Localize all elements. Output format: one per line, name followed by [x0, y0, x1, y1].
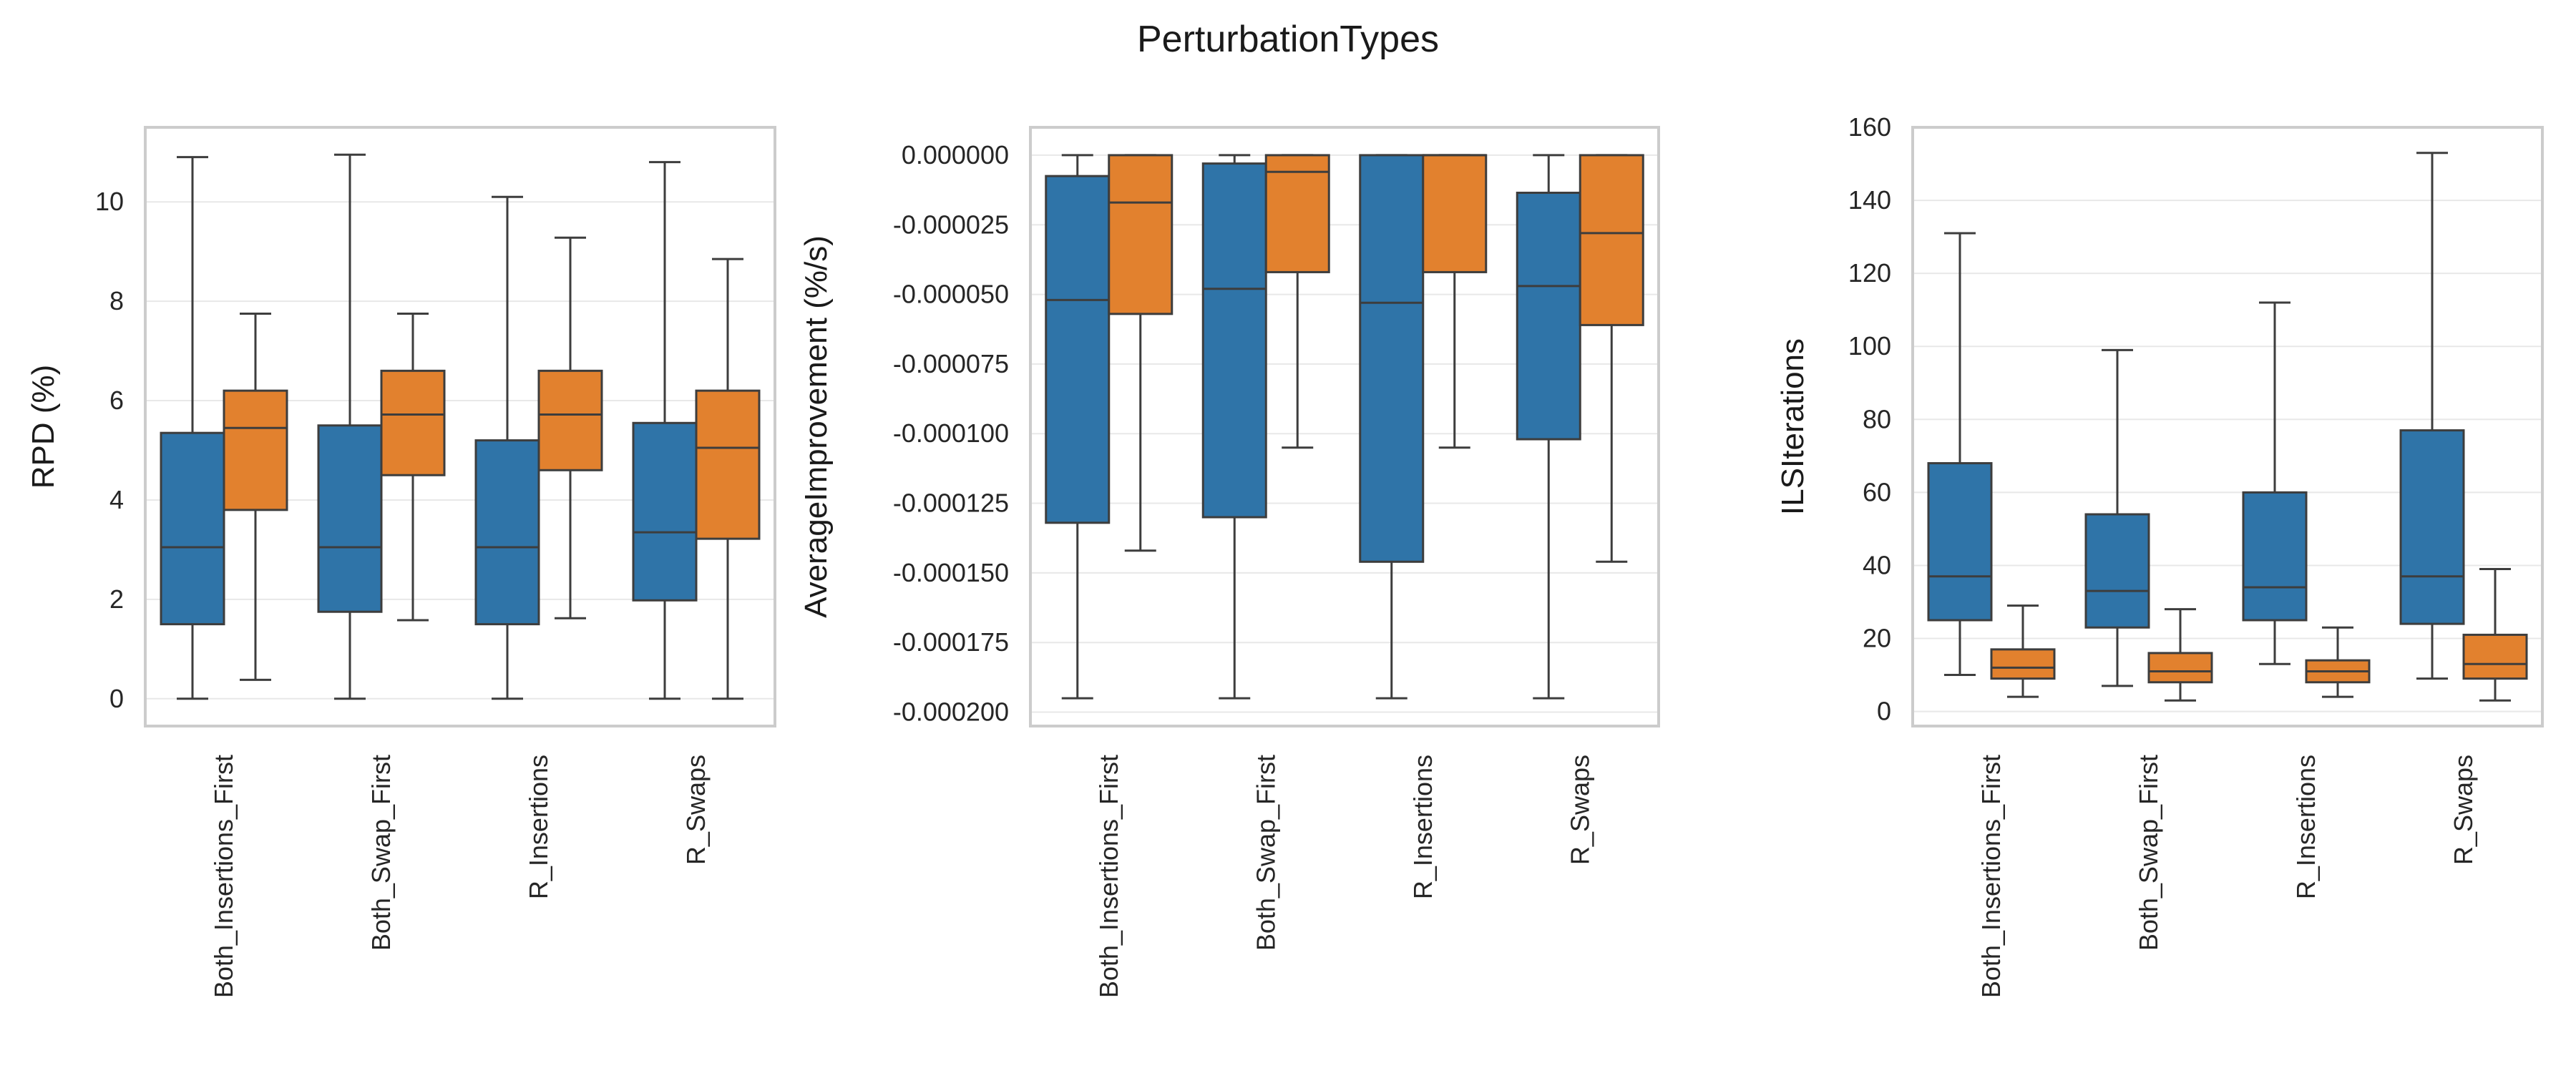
box-orange-0 — [223, 312, 288, 681]
box-blue-1 — [2084, 348, 2150, 687]
box-body — [1422, 154, 1488, 273]
x-tick-label: Both_Swap_First — [1251, 755, 1280, 951]
y-tick-label: 4 — [109, 485, 124, 514]
y-tick-label: 40 — [1863, 550, 1891, 579]
box-blue-1 — [317, 153, 383, 700]
box-body — [1201, 162, 1267, 519]
box-blue-2 — [1359, 154, 1425, 700]
box-blue-1 — [1201, 154, 1267, 700]
plot-frame — [144, 126, 776, 727]
y-tick-label: 140 — [1848, 185, 1891, 215]
x-tick-label: Both_Swap_First — [2134, 755, 2163, 951]
box-blue-3 — [2399, 152, 2465, 680]
box-orange-2 — [1422, 154, 1488, 449]
box-body — [1264, 154, 1330, 273]
box-body — [317, 424, 383, 613]
box-body — [2399, 429, 2465, 625]
y-tick-label: 160 — [1848, 112, 1891, 142]
y-tick-label: -0.000025 — [893, 210, 1009, 239]
box-body — [1045, 175, 1111, 524]
box-body — [2084, 513, 2150, 629]
y-axis-label: ILSIterations — [1775, 338, 1810, 515]
y-axis-label: AverageImprovement (%/s) — [799, 235, 834, 618]
chart-panel-3: 0 20 40 60 80 100 120 140 160 ILSIterations Both_I… — [1775, 112, 2544, 998]
box-blue-0 — [1045, 154, 1111, 700]
box-orange-0 — [1990, 604, 2056, 698]
x-tick-label: Both_Insertions_First — [1976, 755, 2006, 998]
box-body — [537, 369, 603, 471]
plot-frame — [1029, 126, 1660, 727]
x-tick-label: R_Swaps — [1565, 755, 1594, 865]
box-body — [695, 389, 761, 540]
box-orange-1 — [2147, 608, 2213, 702]
box-blue-3 — [1516, 154, 1581, 700]
y-tick-label: -0.000075 — [893, 349, 1009, 378]
box-orange-2 — [537, 236, 603, 619]
box-orange-0 — [1108, 154, 1174, 552]
y-tick-label: -0.000125 — [893, 489, 1009, 518]
y-tick-label: 0 — [1877, 697, 1891, 726]
y-tick-label: 0.000000 — [902, 140, 1009, 170]
box-body — [474, 439, 540, 626]
box-body — [223, 389, 288, 511]
box-blue-2 — [2242, 301, 2308, 665]
box-body — [1108, 154, 1174, 315]
y-tick-label: 8 — [109, 286, 124, 315]
x-tick-label: R_Insertions — [2291, 755, 2321, 899]
box-orange-1 — [380, 312, 446, 622]
box-body — [1927, 462, 1993, 622]
x-tick-label: Both_Swap_First — [366, 755, 396, 951]
y-tick-label: 60 — [1863, 477, 1891, 506]
box-body — [2462, 633, 2528, 680]
y-tick-label: 100 — [1848, 331, 1891, 361]
y-tick-label: 20 — [1863, 624, 1891, 653]
box-blue-3 — [632, 161, 698, 700]
box-body — [380, 369, 446, 476]
x-tick-label: Both_Insertions_First — [1094, 755, 1123, 998]
x-tick-label: Both_Insertions_First — [209, 755, 238, 998]
x-tick-label: R_Insertions — [524, 755, 553, 899]
chart-panel-2: 0.000000 -0.000025 -0.000050 -0.000075 -0.00… — [799, 126, 1660, 998]
box-orange-1 — [1264, 154, 1330, 449]
box-blue-0 — [1927, 232, 1993, 677]
y-tick-label: 10 — [95, 187, 124, 216]
x-tick-label: R_Swaps — [2449, 755, 2478, 865]
y-tick-label: 0 — [109, 684, 124, 713]
y-tick-label: 80 — [1863, 404, 1891, 433]
box-body — [2242, 491, 2308, 622]
box-orange-3 — [695, 258, 761, 700]
x-tick-label: R_Swaps — [681, 755, 711, 865]
box-body — [2147, 652, 2213, 684]
box-body — [1990, 648, 2056, 680]
box-body — [1516, 191, 1581, 441]
box-body — [1579, 154, 1644, 326]
y-tick-label: 6 — [109, 386, 124, 415]
figure-title: PerturbationTypes — [1137, 19, 1439, 60]
box-blue-0 — [160, 156, 225, 700]
y-axis-label: RPD (%) — [26, 365, 61, 489]
y-tick-label: -0.000200 — [893, 697, 1009, 727]
y-tick-label: -0.000050 — [893, 280, 1009, 309]
box-body — [160, 431, 225, 626]
chart-panel-1: 0 2 4 6 8 10 RPD (%) Both_Insertions_First Both_… — [26, 126, 776, 998]
box-orange-3 — [1579, 154, 1644, 563]
y-tick-label: -0.000150 — [893, 558, 1009, 587]
box-body — [1359, 154, 1425, 563]
box-orange-3 — [2462, 568, 2528, 702]
box-body — [632, 421, 698, 602]
box-orange-2 — [2305, 626, 2371, 698]
plot-frame — [1911, 126, 2544, 727]
y-tick-label: -0.000100 — [893, 418, 1009, 448]
y-tick-label: 2 — [109, 584, 124, 614]
chart-panels: 0 2 4 6 8 10 RPD (%) Both_Insertions_First Both_… — [26, 112, 2544, 998]
y-tick-label: 120 — [1848, 258, 1891, 288]
box-blue-2 — [474, 195, 540, 700]
x-tick-label: R_Insertions — [1408, 755, 1438, 899]
y-tick-label: -0.000175 — [893, 627, 1009, 657]
